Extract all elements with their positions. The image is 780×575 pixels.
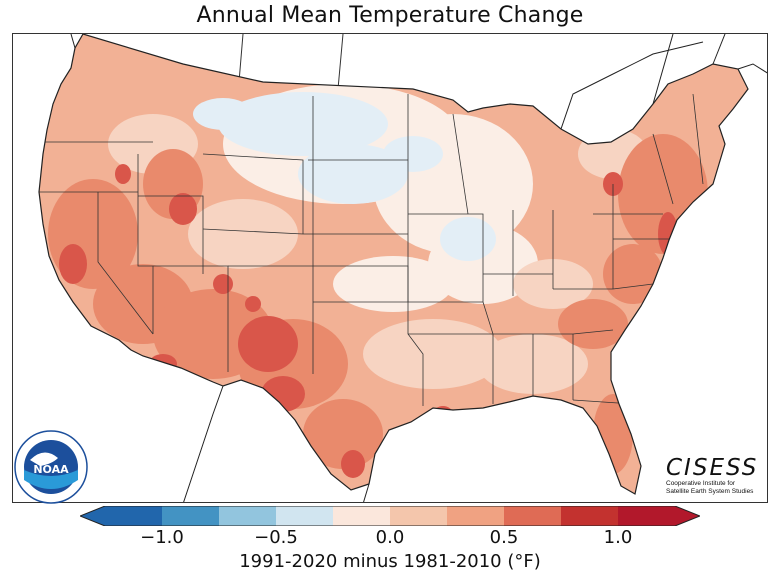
colorbar-over-triangle — [675, 506, 700, 526]
colorbar-segment — [276, 506, 334, 526]
colorbar-segment — [561, 506, 619, 526]
noaa-logo-graphic: NOAA — [14, 430, 88, 504]
field-cool — [193, 92, 496, 261]
colorbar-segment — [162, 506, 220, 526]
cisess-logo: CISESS Cooperative Institute for Satelli… — [666, 456, 764, 495]
colorbar-graphic — [78, 505, 702, 527]
colorbar-label: 1991-2020 minus 1981-2010 (°F) — [239, 551, 541, 572]
colorbar-segment — [618, 506, 676, 526]
cisess-line1: Cooperative Institute for — [666, 480, 736, 487]
colorbar-tick-label: −1.0 — [140, 527, 184, 548]
colorbar-under-triangle — [80, 506, 105, 526]
map-title: Annual Mean Temperature Change — [196, 3, 584, 28]
colorbar-tick-label: 0.0 — [375, 527, 405, 548]
cisess-line2: Satellite Earth System Studies — [666, 487, 754, 495]
colorbar-segment — [333, 506, 391, 526]
colorbar-segment — [105, 506, 163, 526]
colorbar-tick-label: 1.0 — [603, 527, 633, 548]
colorbar — [78, 505, 702, 527]
colorbar-segment — [390, 506, 448, 526]
noaa-logo: NOAA — [14, 430, 88, 504]
noaa-logo-text: NOAA — [33, 463, 69, 476]
colorbar-tick-label: 0.5 — [489, 527, 519, 548]
map-panel — [12, 33, 768, 503]
state-borders — [39, 93, 704, 406]
us-temperature-map — [13, 34, 767, 502]
colorbar-ticks: −1.0 −0.5 0.0 0.5 1.0 — [0, 527, 780, 549]
neighbor-borders — [70, 34, 767, 502]
colorbar-segment — [219, 506, 277, 526]
colorbar-segment — [447, 506, 505, 526]
colorbar-segment — [504, 506, 562, 526]
colorbar-tick-label: −0.5 — [254, 527, 298, 548]
cisess-name: CISESS — [666, 455, 759, 481]
